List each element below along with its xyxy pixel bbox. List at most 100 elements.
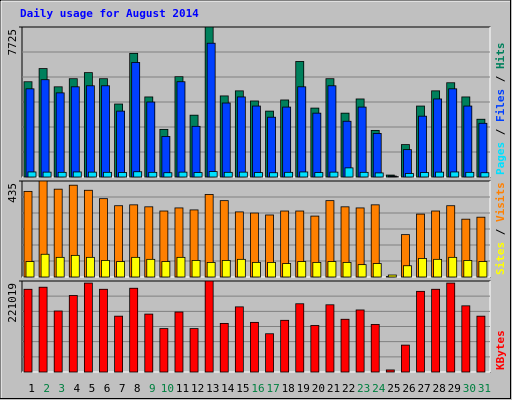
bar bbox=[403, 265, 412, 278]
y-tick-label: 221019 bbox=[6, 283, 19, 323]
bar bbox=[284, 171, 294, 178]
bar bbox=[85, 256, 95, 278]
bar bbox=[83, 282, 93, 373]
bar bbox=[101, 260, 110, 278]
bar bbox=[267, 262, 276, 278]
bar bbox=[236, 258, 246, 278]
x-tick-label: 7 bbox=[119, 382, 126, 395]
bar bbox=[178, 171, 188, 178]
x-tick-label: 14 bbox=[221, 382, 235, 395]
x-tick-label: 21 bbox=[327, 382, 340, 395]
bar bbox=[27, 171, 37, 178]
bar bbox=[435, 171, 445, 178]
bar bbox=[476, 315, 486, 373]
x-tick-label: 16 bbox=[251, 382, 264, 395]
bar bbox=[221, 102, 231, 178]
bar bbox=[420, 172, 429, 178]
bar bbox=[478, 261, 488, 278]
x-tick-label: 8 bbox=[134, 382, 141, 395]
bar bbox=[280, 319, 290, 373]
bar bbox=[163, 172, 173, 178]
x-tick-label: 5 bbox=[89, 382, 96, 395]
bar bbox=[433, 258, 443, 278]
x-tick-label: 6 bbox=[104, 382, 111, 395]
bar bbox=[325, 304, 335, 373]
x-tick-label: 2 bbox=[43, 382, 50, 395]
bar bbox=[385, 369, 395, 373]
bar bbox=[159, 328, 169, 373]
bar bbox=[327, 261, 337, 278]
bar bbox=[103, 171, 112, 178]
bar bbox=[340, 318, 350, 373]
bar bbox=[219, 322, 229, 373]
x-tick-label: 4 bbox=[74, 382, 81, 395]
bar bbox=[418, 258, 427, 278]
y-tick-label: 7725 bbox=[6, 29, 19, 56]
bar bbox=[250, 321, 259, 373]
x-tick-label: 10 bbox=[161, 382, 174, 395]
bar bbox=[295, 303, 305, 373]
bar bbox=[101, 85, 110, 178]
bar bbox=[463, 105, 473, 178]
bar bbox=[174, 311, 184, 373]
bar bbox=[269, 172, 278, 178]
bar bbox=[206, 42, 216, 178]
bar bbox=[450, 171, 460, 178]
legend-entry: Hits bbox=[494, 43, 507, 70]
x-tick-label: 3 bbox=[58, 382, 65, 395]
legend: KBytes bbox=[494, 330, 507, 370]
bar bbox=[38, 286, 48, 373]
x-tick-label: 29 bbox=[448, 382, 461, 395]
bar bbox=[133, 171, 143, 178]
legend-entry: Visits bbox=[494, 182, 507, 222]
bar bbox=[401, 344, 410, 373]
bar bbox=[297, 86, 307, 178]
bar bbox=[114, 315, 123, 373]
bar bbox=[359, 171, 369, 178]
bar bbox=[189, 328, 199, 373]
bar bbox=[118, 172, 127, 178]
bar bbox=[267, 116, 276, 178]
x-tick-label: 25 bbox=[387, 382, 400, 395]
bar bbox=[252, 262, 261, 278]
bar bbox=[72, 171, 82, 178]
bar bbox=[314, 172, 324, 178]
legend-entry: KBytes bbox=[494, 330, 507, 370]
bar bbox=[344, 167, 354, 178]
bar bbox=[416, 290, 425, 373]
bar bbox=[234, 306, 244, 373]
bar bbox=[355, 309, 365, 373]
bar bbox=[431, 288, 441, 373]
bar bbox=[53, 310, 63, 373]
x-tick-label: 12 bbox=[191, 382, 204, 395]
bar bbox=[206, 262, 216, 278]
bar bbox=[448, 88, 458, 178]
bar bbox=[204, 280, 214, 373]
bar bbox=[299, 171, 309, 178]
bar bbox=[448, 256, 458, 278]
bar bbox=[176, 81, 186, 178]
bar bbox=[357, 264, 367, 278]
legend: Sites / Visits bbox=[494, 182, 507, 275]
bar bbox=[25, 88, 35, 178]
bar bbox=[372, 263, 382, 278]
bar bbox=[191, 260, 201, 278]
bar bbox=[85, 85, 95, 178]
bar bbox=[131, 256, 141, 278]
bar bbox=[465, 171, 475, 178]
bar bbox=[131, 62, 141, 178]
bar bbox=[478, 122, 488, 178]
bar bbox=[70, 254, 80, 278]
bar bbox=[372, 133, 382, 178]
bar bbox=[312, 112, 322, 178]
bar bbox=[161, 261, 171, 278]
bar bbox=[176, 256, 186, 278]
bar bbox=[297, 261, 307, 278]
bar bbox=[161, 136, 171, 178]
x-tick-label: 28 bbox=[433, 382, 446, 395]
bar bbox=[374, 172, 384, 178]
legend-entry: Files bbox=[494, 89, 507, 122]
bar bbox=[387, 274, 397, 278]
bar bbox=[238, 171, 248, 178]
